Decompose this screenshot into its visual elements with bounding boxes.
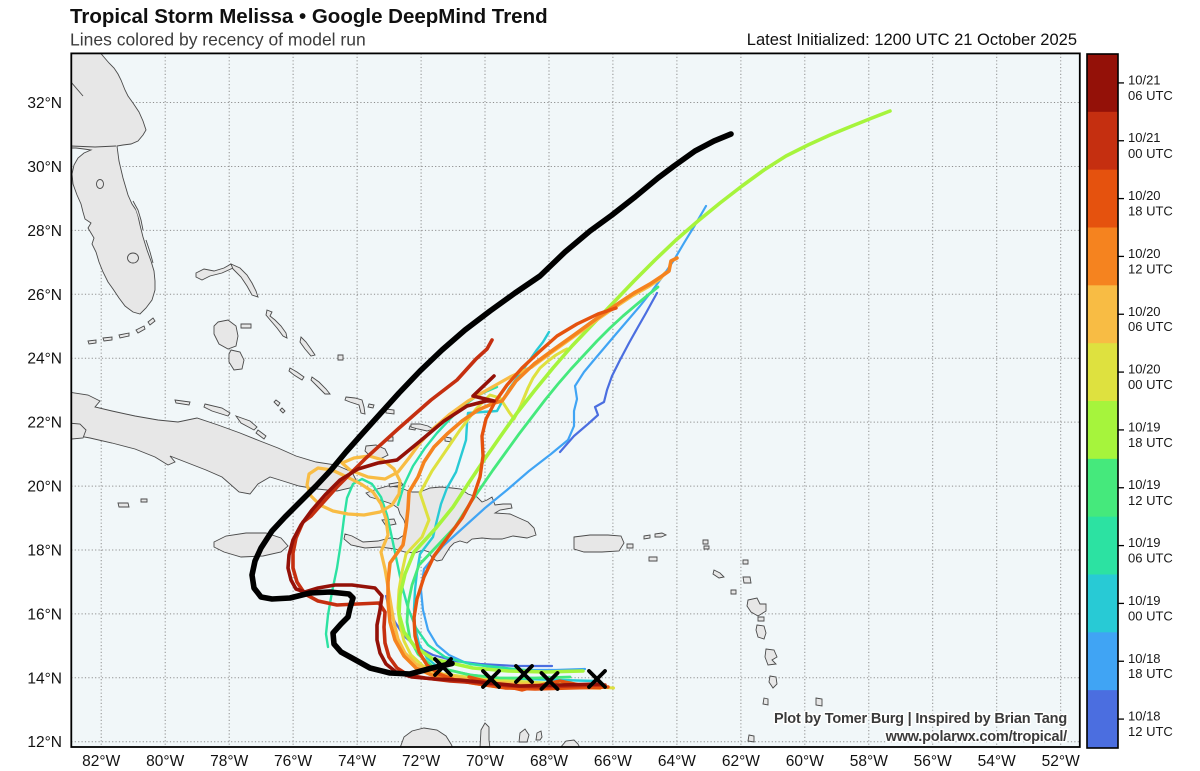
svg-text:10/20: 10/20 (1128, 188, 1161, 203)
svg-text:Plot by Tomer Burg | Inspired: Plot by Tomer Burg | Inspired by Brian T… (774, 711, 1067, 727)
svg-text:62°W: 62°W (722, 753, 760, 770)
svg-text:82°W: 82°W (82, 753, 120, 770)
svg-text:10/21: 10/21 (1128, 130, 1161, 145)
svg-text:10/20: 10/20 (1128, 362, 1161, 377)
svg-text:16°N: 16°N (27, 606, 62, 623)
svg-text:12°N: 12°N (27, 734, 62, 751)
svg-text:Tropical Storm Melissa • Googl: Tropical Storm Melissa • Google DeepMind… (70, 5, 548, 28)
svg-text:18°N: 18°N (27, 543, 62, 560)
svg-text:64°W: 64°W (658, 753, 696, 770)
svg-text:66°W: 66°W (594, 753, 632, 770)
svg-text:54°W: 54°W (978, 753, 1016, 770)
svg-text:10/19: 10/19 (1128, 477, 1161, 492)
svg-text:12 UTC: 12 UTC (1128, 724, 1173, 739)
svg-text:06 UTC: 06 UTC (1128, 88, 1173, 103)
svg-text:12 UTC: 12 UTC (1128, 261, 1173, 276)
svg-text:14°N: 14°N (27, 670, 62, 687)
svg-text:72°W: 72°W (402, 753, 440, 770)
svg-text:68°W: 68°W (530, 753, 568, 770)
svg-text:10/19: 10/19 (1128, 535, 1161, 550)
svg-text:32°N: 32°N (27, 95, 62, 112)
svg-text:28°N: 28°N (27, 223, 62, 240)
svg-text:10/18: 10/18 (1128, 651, 1161, 666)
svg-text:18 UTC: 18 UTC (1128, 204, 1173, 219)
svg-text:10/20: 10/20 (1128, 246, 1161, 261)
svg-text:58°W: 58°W (850, 753, 888, 770)
svg-text:Latest Initialized: 1200 UTC 2: Latest Initialized: 1200 UTC 21 October … (747, 31, 1077, 49)
svg-text:10/19: 10/19 (1128, 593, 1161, 608)
svg-text:12 UTC: 12 UTC (1128, 493, 1173, 508)
svg-text:26°N: 26°N (27, 287, 62, 304)
svg-text:10/18: 10/18 (1128, 709, 1161, 724)
svg-text:30°N: 30°N (27, 159, 62, 176)
svg-text:76°W: 76°W (274, 753, 312, 770)
svg-text:78°W: 78°W (210, 753, 248, 770)
svg-text:06 UTC: 06 UTC (1128, 551, 1173, 566)
svg-text:22°N: 22°N (27, 415, 62, 432)
svg-text:00 UTC: 00 UTC (1128, 377, 1173, 392)
svg-text:20°N: 20°N (27, 479, 62, 496)
svg-text:10/19: 10/19 (1128, 419, 1161, 434)
svg-text:10/21: 10/21 (1128, 72, 1161, 87)
svg-text:www.polarwx.com/tropical/: www.polarwx.com/tropical/ (885, 729, 1068, 745)
svg-text:56°W: 56°W (914, 753, 952, 770)
svg-text:70°W: 70°W (466, 753, 504, 770)
svg-text:74°W: 74°W (338, 753, 376, 770)
svg-text:18 UTC: 18 UTC (1128, 435, 1173, 450)
svg-text:52°W: 52°W (1042, 753, 1080, 770)
svg-text:06 UTC: 06 UTC (1128, 319, 1173, 334)
svg-text:24°N: 24°N (27, 351, 62, 368)
svg-text:00 UTC: 00 UTC (1128, 146, 1173, 161)
svg-text:80°W: 80°W (146, 753, 184, 770)
svg-text:10/20: 10/20 (1128, 304, 1161, 319)
svg-text:18 UTC: 18 UTC (1128, 666, 1173, 681)
svg-text:Lines colored by recency of mo: Lines colored by recency of model run (70, 30, 366, 50)
svg-text:60°W: 60°W (786, 753, 824, 770)
svg-text:00 UTC: 00 UTC (1128, 608, 1173, 623)
